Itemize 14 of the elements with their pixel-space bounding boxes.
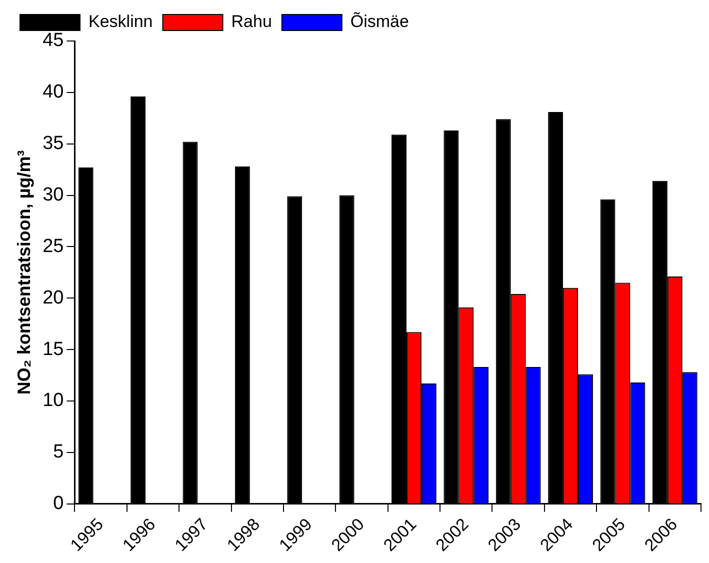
y-tick-label: 25 — [42, 236, 64, 257]
y-tick-label: 10 — [42, 390, 64, 412]
legend-label: Kesklinn — [88, 12, 153, 32]
legend-label: Õismäe — [350, 12, 409, 32]
y-tick-label: 0 — [53, 493, 64, 514]
y-tick-label: 40 — [42, 82, 64, 103]
y-tick-label: 35 — [42, 133, 64, 154]
y-tick-label: 15 — [42, 338, 64, 360]
legend-label: Rahu — [231, 12, 272, 32]
y-tick-label: 45 — [42, 30, 64, 52]
y-tick-label: 5 — [53, 442, 64, 463]
y-tick-label: 20 — [42, 287, 64, 308]
y-tick-label: 30 — [42, 184, 64, 206]
y-axis-title: NO₂ kontsentratsioon, µg/m³ — [14, 150, 34, 395]
